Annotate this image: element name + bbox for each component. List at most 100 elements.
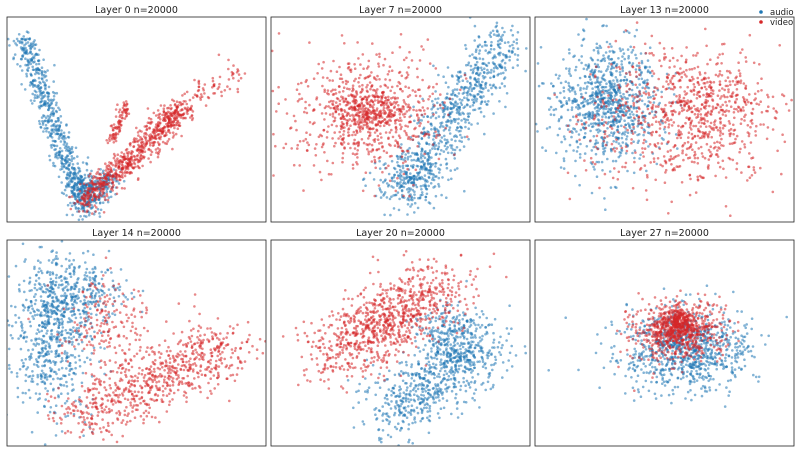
point-audio [667, 86, 671, 90]
point-video [607, 45, 610, 49]
point-audio [612, 140, 615, 143]
point-video [408, 94, 412, 97]
point-audio [575, 130, 578, 133]
point-video [686, 156, 690, 160]
point-video [218, 82, 221, 86]
point-video [622, 125, 626, 129]
point-video [117, 160, 121, 163]
point-audio [87, 213, 91, 217]
point-video [101, 177, 104, 180]
point-video [402, 107, 405, 111]
point-video [631, 132, 635, 135]
point-video [593, 101, 597, 105]
point-audio [43, 84, 46, 87]
point-video [655, 130, 658, 134]
point-video [696, 175, 699, 179]
point-audio [440, 149, 443, 152]
point-video [370, 84, 374, 88]
point-audio [413, 193, 416, 196]
point-audio [399, 185, 402, 188]
point-video [296, 143, 300, 147]
point-video [91, 198, 94, 202]
point-audio [25, 72, 28, 76]
point-audio [620, 136, 624, 140]
point-video [135, 137, 138, 141]
point-video [752, 61, 756, 65]
point-audio [60, 165, 64, 168]
point-video [139, 136, 142, 139]
point-video [696, 51, 699, 55]
point-audio [484, 82, 487, 85]
point-video [741, 106, 745, 109]
point-video [369, 112, 373, 116]
point-audio [393, 173, 397, 177]
point-audio [587, 124, 591, 127]
point-audio [473, 24, 477, 28]
point-audio [62, 192, 66, 196]
point-audio [507, 41, 510, 44]
point-audio [660, 90, 663, 94]
point-video [677, 129, 681, 132]
point-audio [640, 77, 644, 81]
point-video [726, 84, 729, 88]
point-video [376, 74, 379, 78]
point-audio [424, 195, 428, 199]
point-audio [79, 179, 83, 182]
point-video [404, 103, 408, 106]
point-audio [583, 152, 587, 155]
point-audio [631, 62, 635, 65]
point-audio [64, 166, 68, 170]
point-audio [594, 122, 598, 126]
point-audio [437, 142, 441, 145]
point-audio [461, 98, 464, 102]
point-video [237, 73, 241, 76]
point-audio [90, 169, 93, 173]
point-video [159, 104, 163, 107]
point-video [103, 198, 107, 202]
point-video [330, 173, 333, 176]
point-video [322, 60, 325, 64]
point-audio [39, 104, 43, 107]
point-audio [603, 86, 606, 89]
point-audio [435, 152, 438, 156]
point-audio [589, 129, 592, 133]
point-video [137, 166, 140, 169]
point-video [122, 108, 126, 111]
point-video [326, 130, 329, 134]
point-video [465, 135, 469, 138]
point-video [335, 124, 338, 128]
point-audio [42, 90, 45, 94]
point-audio [26, 68, 29, 71]
point-audio [582, 29, 586, 33]
point-audio [583, 135, 586, 139]
point-video [320, 112, 324, 115]
point-video [232, 76, 235, 80]
point-video [415, 109, 418, 112]
point-audio [610, 74, 614, 77]
point-video [735, 167, 738, 171]
point-audio [427, 162, 430, 165]
point-video [271, 89, 275, 93]
point-audio [60, 181, 63, 184]
point-video [398, 123, 402, 126]
point-audio [475, 72, 478, 75]
point-video [716, 140, 719, 144]
point-video [77, 210, 81, 213]
point-audio [501, 26, 504, 30]
point-audio [445, 162, 449, 165]
point-audio [77, 207, 80, 211]
point-audio [590, 101, 594, 104]
point-video [723, 42, 726, 46]
point-video [168, 124, 171, 128]
point-audio [455, 146, 459, 149]
point-video [171, 136, 175, 139]
point-audio [81, 161, 85, 164]
point-audio [490, 92, 494, 96]
point-video [693, 85, 696, 89]
point-audio [602, 105, 606, 108]
point-video [740, 171, 743, 174]
point-audio [563, 137, 567, 141]
point-audio [598, 97, 602, 101]
point-audio [595, 160, 599, 164]
